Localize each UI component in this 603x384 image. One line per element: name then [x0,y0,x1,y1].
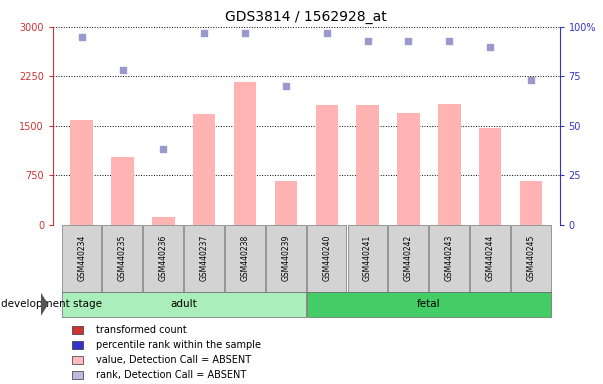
Text: rank, Detection Call = ABSENT: rank, Detection Call = ABSENT [96,369,247,380]
Text: GSM440234: GSM440234 [77,235,86,281]
Point [526,77,536,83]
Text: adult: adult [171,299,197,310]
Bar [72,341,83,349]
Bar [511,225,551,292]
Text: GSM440245: GSM440245 [526,235,535,281]
Text: fetal: fetal [417,299,441,310]
Text: GSM440237: GSM440237 [200,235,209,281]
Text: value, Detection Call = ABSENT: value, Detection Call = ABSENT [96,355,251,365]
Text: GSM440239: GSM440239 [282,235,291,281]
Bar [397,113,420,225]
Bar [438,104,461,225]
Bar [307,292,551,317]
Point [444,38,454,44]
Bar [144,225,183,292]
Bar [193,114,215,225]
Point [240,30,250,36]
Text: GSM440244: GSM440244 [485,235,494,281]
Bar [347,225,387,292]
Bar [307,225,346,292]
Point [363,38,373,44]
Bar [234,82,256,225]
Point [200,30,209,36]
Bar [388,225,428,292]
Point [403,38,413,44]
Bar [72,371,83,379]
Bar [112,157,134,225]
Point [159,146,168,152]
Bar [275,181,297,225]
Text: development stage: development stage [1,299,102,310]
Bar [62,225,101,292]
Text: GSM440241: GSM440241 [363,235,372,281]
Point [281,83,291,89]
Bar [479,128,501,225]
Point [77,34,86,40]
Bar [152,217,175,225]
Bar [266,225,306,292]
Text: GSM440240: GSM440240 [322,235,331,281]
Bar [72,356,83,364]
Text: GSM440238: GSM440238 [241,235,250,281]
Text: GSM440243: GSM440243 [445,235,454,281]
Bar [356,105,379,225]
Bar [72,326,83,334]
Text: transformed count: transformed count [96,325,187,335]
Point [322,30,332,36]
Text: GSM440236: GSM440236 [159,235,168,281]
Text: GSM440242: GSM440242 [404,235,413,281]
Point [118,67,127,73]
Bar [429,225,469,292]
Bar [103,225,142,292]
Bar [225,225,265,292]
Bar [184,225,224,292]
Bar [62,292,306,317]
Bar [470,225,510,292]
Bar [520,181,542,225]
Bar [315,105,338,225]
Title: GDS3814 / 1562928_at: GDS3814 / 1562928_at [226,10,387,25]
Bar [71,121,93,225]
Point [485,44,495,50]
Text: GSM440235: GSM440235 [118,235,127,281]
Text: percentile rank within the sample: percentile rank within the sample [96,340,262,350]
